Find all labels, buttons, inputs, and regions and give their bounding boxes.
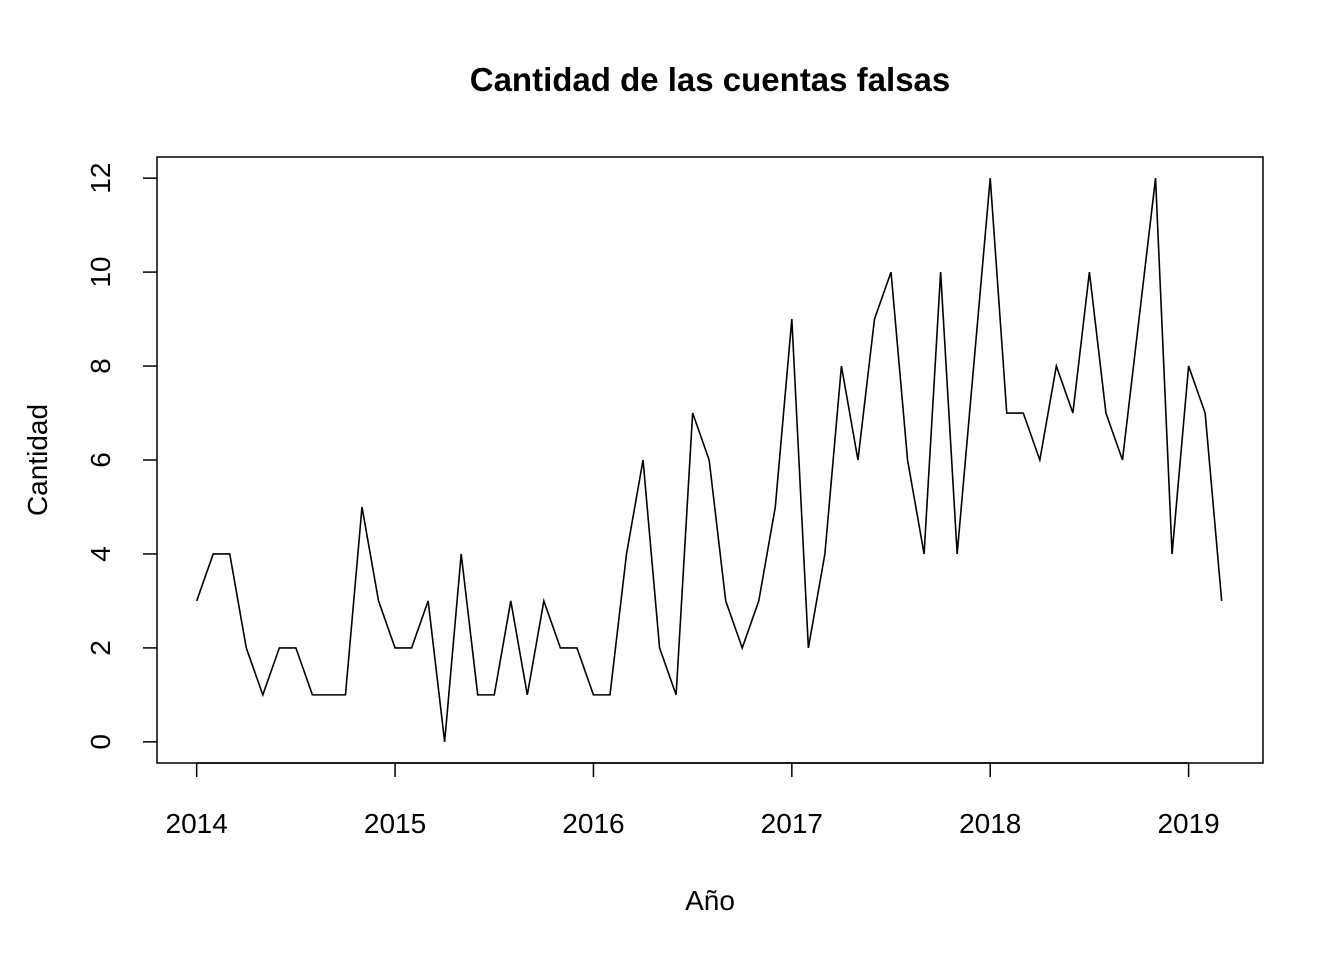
y-tick-label: 10 [85, 257, 116, 288]
x-axis: 2014 2015 2016 2017 2018 2019 [166, 762, 1220, 839]
x-axis-label: Año [685, 885, 735, 916]
series-line [195, 178, 1223, 742]
plot-frame [156, 156, 1264, 764]
y-tick-label: 8 [85, 358, 116, 374]
y-tick-label: 6 [85, 452, 116, 468]
y-tick-label: 2 [85, 640, 116, 656]
y-axis: 0 2 4 6 8 10 12 [85, 163, 157, 750]
x-tick-label: 2018 [959, 808, 1021, 839]
x-tick-label: 2017 [761, 808, 823, 839]
x-tick-label: 2016 [562, 808, 624, 839]
y-tick-label: 0 [85, 734, 116, 750]
x-tick-label: 2014 [166, 808, 228, 839]
x-tick-label: 2015 [364, 808, 426, 839]
y-tick-label: 12 [85, 163, 116, 194]
y-axis-label: Cantidad [22, 404, 53, 516]
x-tick-label: 2019 [1157, 808, 1219, 839]
y-tick-label: 4 [85, 546, 116, 562]
chart-title: Cantidad de las cuentas falsas [470, 61, 951, 98]
